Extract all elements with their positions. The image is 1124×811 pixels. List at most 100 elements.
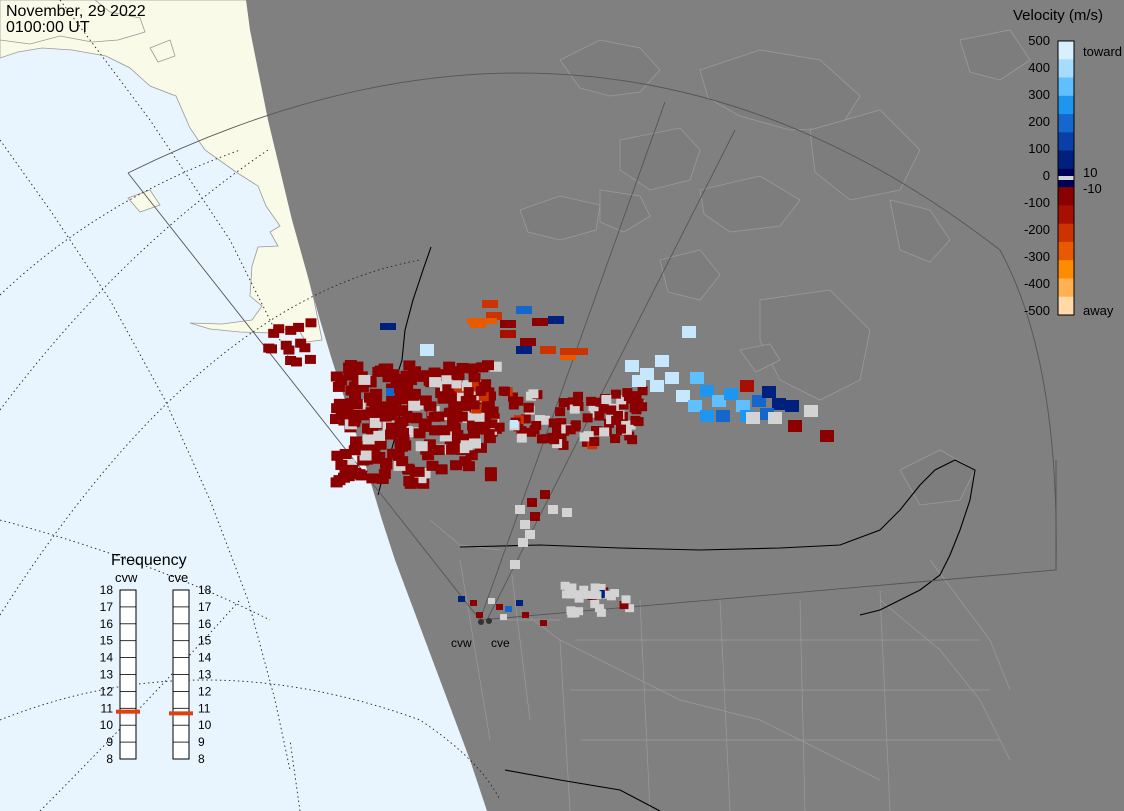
scatter-cell <box>414 473 427 484</box>
scatter-cell <box>594 604 604 613</box>
scatter-cell <box>463 387 474 397</box>
scatter-cell <box>540 346 556 354</box>
scatter-cell <box>406 477 419 488</box>
colorbar-swatch <box>1058 132 1074 152</box>
frequency-tick-label: 15 <box>100 634 114 648</box>
scatter-cell <box>331 450 344 461</box>
scatter-cell <box>523 403 534 413</box>
scatter-cell <box>621 425 632 435</box>
scatter-cell <box>283 345 295 355</box>
scatter-cell <box>573 590 583 599</box>
scatter-cell <box>481 396 494 407</box>
scatter-cell <box>305 318 317 328</box>
scatter-cell <box>469 400 480 410</box>
scatter-cell <box>397 373 410 384</box>
scatter-cell <box>613 410 624 420</box>
scatter-cell <box>486 312 502 320</box>
scatter-cell <box>632 375 646 387</box>
scatter-cell <box>356 382 369 393</box>
colorbar-swatch <box>1058 223 1074 243</box>
toward-label: toward <box>1083 44 1122 59</box>
scatter-cell <box>565 425 576 435</box>
scatter-cell <box>448 400 461 411</box>
scatter-cell <box>804 405 818 417</box>
colorbar-swatch <box>1058 241 1074 261</box>
scatter-data <box>263 300 834 626</box>
freq-col-cvw-label: cvw <box>115 570 138 585</box>
scatter-cell <box>379 411 392 422</box>
scatter-cell <box>349 436 362 447</box>
scatter-cell <box>631 405 642 415</box>
scatter-cell <box>560 581 570 590</box>
scatter-cell <box>596 583 606 592</box>
scatter-cell <box>540 490 550 499</box>
scatter-cell <box>527 498 537 507</box>
scatter-cell <box>530 512 540 521</box>
colorbar-tick-label: -500 <box>1024 303 1050 318</box>
scatter-cell <box>528 389 539 399</box>
scatter-cell <box>366 427 379 438</box>
frequency-tick-label: 9 <box>198 735 205 749</box>
scatter-cell <box>627 435 638 445</box>
scatter-cell <box>385 422 398 433</box>
scatter-cell <box>386 388 394 396</box>
scatter-cell <box>474 412 485 422</box>
scatter-cell <box>599 427 610 437</box>
scatter-cell <box>344 360 357 371</box>
frequency-tick-label: 15 <box>198 634 212 648</box>
scatter-cell <box>413 428 426 439</box>
scatter-cell <box>574 594 584 603</box>
scatter-cell <box>772 398 786 410</box>
colorbar-swatch <box>1058 41 1074 60</box>
scatter-cell <box>339 466 352 477</box>
velocity-colorbar: Velocity (m/s) 500400300200100100-10-100… <box>1013 7 1122 318</box>
scatter-cell <box>359 450 372 461</box>
colorbar-tick-label: 500 <box>1028 33 1050 48</box>
scatter-cell <box>549 435 560 445</box>
scatter-cell <box>487 419 498 429</box>
scatter-cell <box>555 407 566 417</box>
frequency-tick-label: 12 <box>198 684 212 698</box>
colorbar-swatch <box>1058 95 1074 115</box>
scatter-cell <box>351 361 364 372</box>
scatter-cell <box>263 343 275 353</box>
scatter-cell <box>299 343 311 353</box>
scatter-cell <box>424 401 437 412</box>
scatter-cell <box>422 450 435 461</box>
scatter-cell <box>396 406 409 417</box>
scatter-cell <box>346 464 359 475</box>
scatter-cell <box>432 411 445 422</box>
scatter-cell <box>420 344 434 356</box>
frequency-tick-label: 10 <box>198 718 212 732</box>
scatter-cell <box>467 428 480 439</box>
radar-label-cve: cve <box>491 636 510 650</box>
scatter-cell <box>616 395 627 405</box>
scatter-cell <box>498 386 509 396</box>
scatter-cell <box>378 468 391 479</box>
scatter-cell <box>516 306 532 314</box>
scatter-cell <box>540 620 547 626</box>
scatter-cell <box>541 434 552 444</box>
scatter-cell <box>724 388 738 400</box>
scatter-cell <box>508 400 519 410</box>
scatter-cell <box>374 439 387 450</box>
radar-site-cvw <box>478 619 484 625</box>
scatter-cell <box>700 410 714 422</box>
scatter-cell <box>429 425 442 436</box>
scatter-cell <box>380 459 393 470</box>
scatter-cell <box>510 560 520 569</box>
scatter-cell <box>419 395 432 406</box>
scatter-cell <box>820 430 834 442</box>
colorbar-tick-label: -200 <box>1024 222 1050 237</box>
colorbar-swatch <box>1058 150 1074 170</box>
scatter-cell <box>348 416 361 427</box>
scatter-cell <box>412 466 425 477</box>
scatter-cell <box>590 599 600 608</box>
scatter-cell <box>395 416 408 427</box>
scatter-cell <box>280 340 292 350</box>
scatter-cell <box>417 478 430 489</box>
scatter-cell <box>448 423 461 434</box>
scatter-cell <box>590 583 600 592</box>
scatter-cell <box>273 324 285 334</box>
colorbar-tick-label: -10 <box>1083 181 1102 196</box>
